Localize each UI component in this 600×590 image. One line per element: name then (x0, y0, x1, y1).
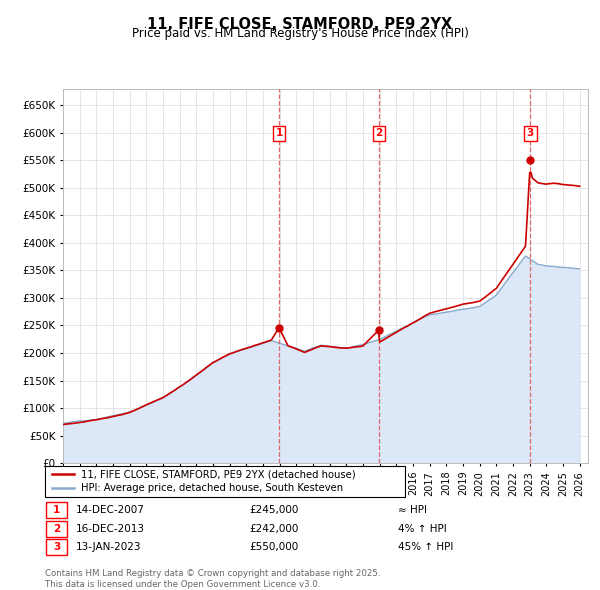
FancyBboxPatch shape (46, 502, 67, 518)
Text: 2: 2 (53, 524, 60, 533)
Text: HPI: Average price, detached house, South Kesteven: HPI: Average price, detached house, Sout… (81, 483, 343, 493)
Text: 45% ↑ HPI: 45% ↑ HPI (398, 542, 454, 552)
Text: 3: 3 (527, 129, 534, 139)
Text: 11, FIFE CLOSE, STAMFORD, PE9 2YX: 11, FIFE CLOSE, STAMFORD, PE9 2YX (148, 17, 452, 31)
Text: 4% ↑ HPI: 4% ↑ HPI (398, 524, 447, 533)
Text: 1: 1 (53, 505, 60, 515)
Text: 16-DEC-2013: 16-DEC-2013 (76, 524, 145, 533)
FancyBboxPatch shape (46, 520, 67, 537)
Text: 3: 3 (53, 542, 60, 552)
Text: Contains HM Land Registry data © Crown copyright and database right 2025.
This d: Contains HM Land Registry data © Crown c… (45, 569, 380, 589)
Text: £550,000: £550,000 (249, 542, 298, 552)
Text: 11, FIFE CLOSE, STAMFORD, PE9 2YX (detached house): 11, FIFE CLOSE, STAMFORD, PE9 2YX (detac… (81, 469, 356, 479)
Text: £242,000: £242,000 (249, 524, 299, 533)
Text: 14-DEC-2007: 14-DEC-2007 (76, 505, 144, 515)
Text: Price paid vs. HM Land Registry's House Price Index (HPI): Price paid vs. HM Land Registry's House … (131, 27, 469, 40)
Text: 1: 1 (275, 129, 283, 139)
FancyBboxPatch shape (46, 539, 67, 555)
Text: 13-JAN-2023: 13-JAN-2023 (76, 542, 141, 552)
Text: 2: 2 (376, 129, 383, 139)
Text: £245,000: £245,000 (249, 505, 299, 515)
Text: ≈ HPI: ≈ HPI (398, 505, 427, 515)
